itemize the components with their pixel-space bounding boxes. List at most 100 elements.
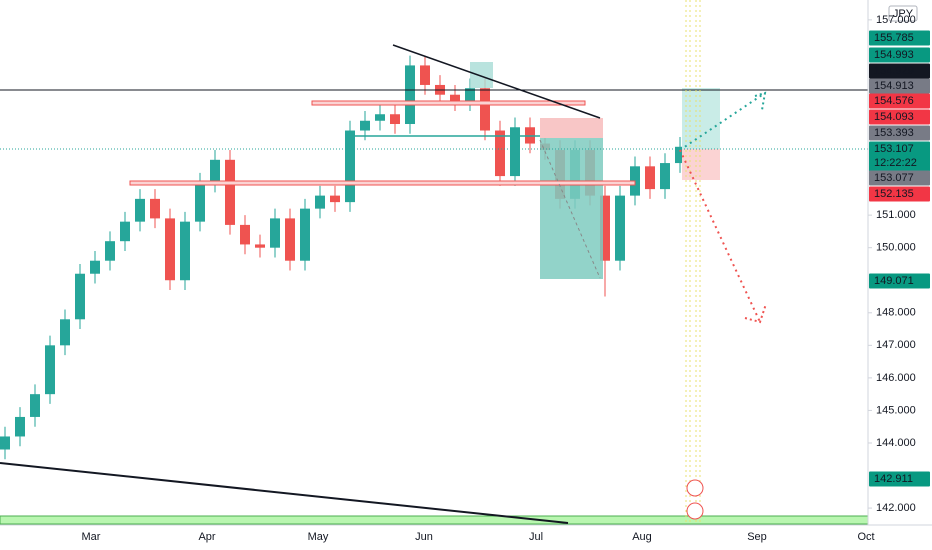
candle-body [90, 260, 100, 274]
candle-body [135, 198, 145, 222]
y-tick-label: 147.000 [876, 339, 916, 351]
candle-body [195, 182, 205, 222]
price-badge-label: 154.929 [874, 65, 914, 77]
candle-body [330, 195, 340, 203]
candle-body [30, 394, 40, 417]
candle-body [510, 127, 520, 177]
y-tick-label: 146.000 [876, 372, 916, 384]
price-badge [869, 471, 930, 487]
price-badge [869, 125, 930, 141]
x-tick-label: Apr [198, 531, 215, 543]
candle-body [75, 273, 85, 320]
arrow-head [754, 91, 767, 111]
currency-label: JPY [893, 8, 914, 20]
price-badge-label: 142.911 [874, 473, 913, 485]
candle-body [270, 218, 280, 248]
y-tick-label: 150.000 [876, 242, 916, 254]
trend-line [0, 462, 569, 524]
support-zone [129, 180, 636, 186]
x-tick-label: Aug [632, 531, 652, 543]
candle-body [0, 436, 10, 450]
candle-body [345, 130, 355, 203]
zone-box [470, 62, 493, 88]
price-badge-label: 154.993 [874, 49, 914, 61]
x-tick-label: Jul [529, 531, 543, 543]
x-tick-label: Oct [857, 531, 874, 543]
price-badge [869, 170, 930, 186]
price-badge-label: 149.071 [874, 275, 914, 287]
trend-line [392, 44, 601, 119]
price-badge-label: 154.576 [874, 95, 914, 107]
candle-body [450, 94, 460, 102]
x-tick-label: Sep [747, 531, 767, 543]
target-box [682, 88, 720, 149]
candle-body [285, 218, 295, 261]
y-tick-label: 151.000 [876, 209, 916, 221]
y-tick-label: 142.000 [876, 502, 916, 514]
price-badge-label: 155.785 [874, 32, 914, 44]
price-badge-label: 153.393 [874, 127, 914, 139]
candle-body [675, 146, 685, 164]
countdown: 12:22:22 [874, 157, 917, 169]
price-badge [869, 93, 930, 109]
candle-body [105, 241, 115, 261]
drawings [0, 0, 869, 525]
support-band [0, 515, 869, 525]
candle-body [60, 319, 70, 346]
event-icon[interactable] [686, 502, 704, 520]
x-tick-label: May [308, 531, 329, 543]
candle-body [165, 218, 175, 281]
candle-body [465, 88, 475, 102]
price-badge [869, 63, 930, 79]
x-tick-label: Jun [415, 531, 433, 543]
candle-body [225, 159, 235, 225]
candle-body [405, 65, 415, 125]
price-badge [869, 30, 930, 46]
candle-body [255, 244, 265, 248]
projection [539, 139, 601, 279]
projection-down [679, 149, 761, 323]
event-icon[interactable] [686, 479, 704, 497]
candle-body [645, 166, 655, 190]
price-badge [869, 141, 930, 172]
candle-body [375, 114, 385, 121]
y-tick-label: 144.000 [876, 437, 916, 449]
candle-body [240, 224, 250, 245]
price-badge [869, 47, 930, 63]
price-badge [869, 273, 930, 289]
price-badge [869, 109, 930, 125]
x-tick-label: Mar [82, 531, 101, 543]
resistance-zone [311, 100, 586, 106]
price-badge-label: 154.913 [874, 80, 914, 92]
candle-body [210, 159, 220, 183]
price-badge-label: 154.093 [874, 111, 914, 123]
candle-body [600, 195, 610, 261]
candle-body [150, 198, 160, 219]
candle-body [45, 345, 55, 395]
y-tick-label: 148.000 [876, 307, 916, 319]
arrow-head [744, 303, 767, 324]
y-tick-label: 157.000 [876, 14, 916, 26]
currency-box[interactable] [888, 5, 918, 22]
candle-body [315, 195, 325, 209]
price-badge-label: 152.135 [874, 188, 914, 200]
candle-body [480, 88, 490, 131]
candle-body [360, 120, 370, 131]
y-tick-label: 145.000 [876, 404, 916, 416]
price-badge [869, 186, 930, 202]
candle-body [120, 221, 130, 242]
stop-box [540, 118, 603, 138]
candle-body [495, 130, 505, 177]
price-badge-label: 153.077 [874, 172, 914, 184]
candle-body [660, 163, 670, 190]
candle-body [615, 195, 625, 261]
target-box [540, 138, 603, 279]
candle-body [180, 221, 190, 281]
candle-body [420, 65, 430, 85]
candle-body [15, 416, 25, 437]
price-badge-label: 153.107 [874, 143, 914, 155]
stop-box [682, 149, 720, 180]
candle-body [300, 208, 310, 261]
